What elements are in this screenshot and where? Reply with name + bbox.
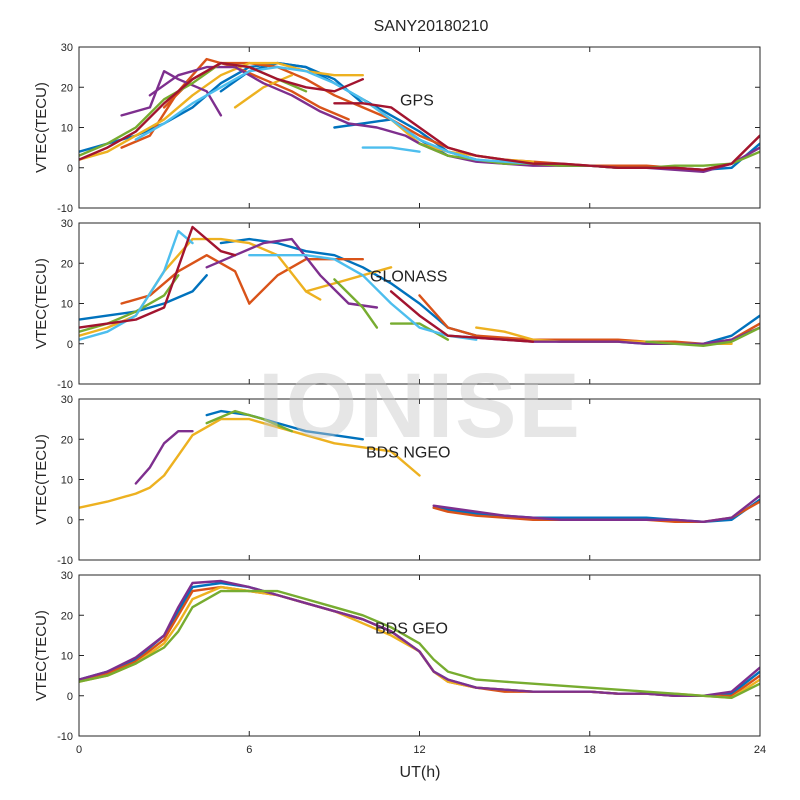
plot-area xyxy=(79,399,760,560)
y-tick-label: 20 xyxy=(61,82,73,94)
series-line-6 xyxy=(432,494,760,523)
x-tick-label: 6 xyxy=(246,744,252,756)
y-axis-label: VTEC(TECU) xyxy=(33,610,50,701)
series-line-6 xyxy=(233,74,293,109)
series-line-12 xyxy=(389,322,450,341)
series-group xyxy=(79,225,760,347)
series-line-2 xyxy=(120,254,251,305)
y-tick-label: 20 xyxy=(61,610,73,622)
series-line-14 xyxy=(79,61,364,161)
series-line-0 xyxy=(79,274,208,321)
y-tick-label: -10 xyxy=(57,731,73,743)
panel-label: BDS NGEO xyxy=(366,444,450,461)
series-line-15 xyxy=(333,102,760,171)
y-tick-label: 20 xyxy=(61,434,73,446)
series-line-2 xyxy=(205,409,364,441)
series-line-4 xyxy=(79,589,760,699)
y-tick-label: 20 xyxy=(61,258,73,270)
y-tick-label: 30 xyxy=(61,394,73,406)
y-tick-label: -10 xyxy=(57,555,73,567)
series-line-14 xyxy=(79,229,194,341)
y-tick-label: 0 xyxy=(67,339,73,351)
series-line-15 xyxy=(248,254,478,341)
series-line-13 xyxy=(361,146,421,153)
series-group xyxy=(79,579,760,699)
series-line-10 xyxy=(79,274,180,333)
y-tick-label: 10 xyxy=(61,299,73,311)
series-line-13 xyxy=(645,326,760,347)
panel-0: -10 0 10 20 30 VTEC(TECU) GPS xyxy=(33,42,761,215)
panel-2: -10 0 10 20 30 VTEC(TECU) BDS NGEO xyxy=(33,394,761,567)
y-tick-label: 10 xyxy=(61,123,73,135)
series-group xyxy=(79,409,760,523)
x-axis-label: UT(h) xyxy=(400,764,441,781)
figure-title: SANY20180210 xyxy=(374,18,489,35)
series-line-0 xyxy=(79,417,421,509)
panel-label: GLONASS xyxy=(370,268,447,285)
x-tick-label: 0 xyxy=(76,744,82,756)
series-group xyxy=(79,57,760,173)
series-line-3 xyxy=(205,409,293,433)
x-tick-label: 24 xyxy=(754,744,766,756)
panel-label: BDS GEO xyxy=(375,620,448,637)
y-tick-label: 0 xyxy=(67,163,73,175)
y-tick-label: -10 xyxy=(57,203,73,215)
series-line-16 xyxy=(79,225,237,329)
series-line-5 xyxy=(79,61,364,161)
y-tick-label: 30 xyxy=(61,218,73,230)
x-tick-label: 18 xyxy=(584,744,596,756)
series-line-11 xyxy=(333,278,379,329)
series-line-12 xyxy=(134,65,535,165)
y-tick-label: 10 xyxy=(61,651,73,663)
y-tick-label: -10 xyxy=(57,379,73,391)
y-tick-label: 0 xyxy=(67,515,73,527)
panel-label: GPS xyxy=(400,92,434,109)
plot-area xyxy=(79,575,760,736)
y-tick-label: 0 xyxy=(67,691,73,703)
y-axis-label: VTEC(TECU) xyxy=(33,82,50,173)
x-tick-label: 12 xyxy=(413,744,425,756)
series-line-17 xyxy=(389,290,535,343)
y-tick-label: 30 xyxy=(61,42,73,54)
panel-1: -10 0 10 20 30 VTEC(TECU) GLONASS xyxy=(33,218,761,391)
watermark-text: IONISE xyxy=(258,355,582,457)
y-tick-label: 30 xyxy=(61,570,73,582)
y-axis-label: VTEC(TECU) xyxy=(33,258,50,349)
series-line-6 xyxy=(304,266,393,293)
series-line-1 xyxy=(134,430,194,485)
y-axis-label: VTEC(TECU) xyxy=(33,434,50,525)
y-tick-label: 10 xyxy=(61,475,73,487)
series-line-3 xyxy=(79,579,760,697)
series-line-3 xyxy=(248,258,364,305)
